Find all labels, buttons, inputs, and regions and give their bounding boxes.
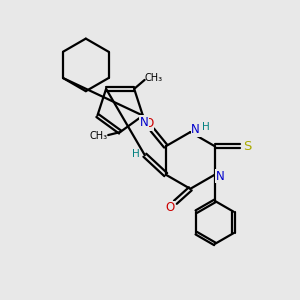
Text: CH₃: CH₃ (90, 131, 108, 141)
Text: O: O (165, 201, 175, 214)
Text: S: S (243, 140, 251, 153)
Text: N: N (140, 116, 149, 129)
Text: H: H (132, 149, 140, 159)
Text: N: N (216, 169, 225, 183)
Text: H: H (202, 122, 210, 132)
Text: N: N (191, 123, 200, 136)
Text: O: O (144, 117, 153, 130)
Text: CH₃: CH₃ (145, 73, 163, 82)
